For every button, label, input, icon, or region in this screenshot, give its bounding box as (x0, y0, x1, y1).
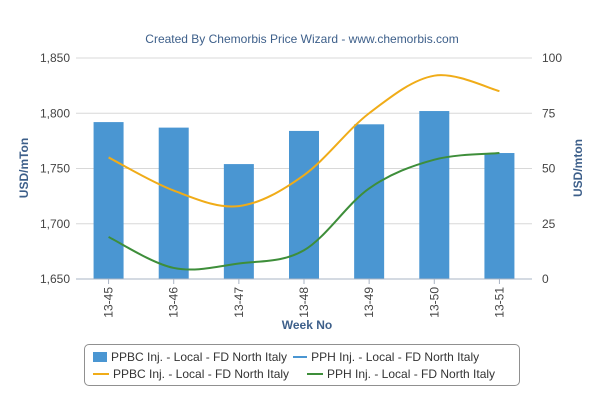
y-tick-label-right: 75 (542, 106, 556, 120)
x-tick-label: 13-49 (362, 287, 376, 318)
y-tick-label-right: 25 (542, 217, 556, 231)
y-tick-label-left: 1,800 (40, 106, 70, 120)
x-tick-label: 13-47 (232, 287, 246, 318)
line-pph (108, 152, 500, 271)
x-axis-title: Week No (282, 318, 332, 332)
x-tick-label: 13-51 (492, 287, 506, 318)
bar-ppbc-13-46 (158, 127, 189, 280)
legend-swatch-bar (93, 352, 107, 362)
legend-label-bar: PPBC Inj. - Local - FD North Italy (111, 350, 288, 364)
chart-title: Created By Chemorbis Price Wizard - www.… (145, 32, 458, 46)
y-tick-label-left: 1,700 (40, 217, 70, 231)
y-tick-label-right: 0 (542, 272, 549, 286)
legend: PPBC Inj. - Local - FD North Italy PPH I… (84, 344, 520, 386)
x-tick-label: 13-46 (167, 287, 181, 318)
x-tick-label: 13-45 (102, 287, 116, 318)
chart-svg: Created By Chemorbis Price Wizard - www.… (17, 32, 585, 332)
legend-item-ppbc-line[interactable]: PPBC Inj. - Local - FD North Italy (93, 367, 289, 381)
axis-layer: 1,650 1,700 1,750 1,800 1,850 0 25 50 75 100 13-45… (40, 51, 562, 318)
bar-ppbc-13-45 (93, 122, 124, 279)
legend-swatch-bar-secondary (293, 356, 308, 358)
bar-ppbc-13-49 (354, 124, 385, 279)
line-layer (108, 74, 500, 271)
y-tick-label-right: 100 (542, 51, 562, 65)
y-axis-right-title: USD/mton (571, 139, 585, 197)
y-tick-label-left: 1,650 (40, 272, 70, 286)
line-ppbc (108, 74, 500, 208)
legend-swatch-ppbc-line (93, 373, 109, 375)
legend-label-bar-secondary: PPH Inj. - Local - FD North Italy (311, 350, 480, 364)
y-tick-label-left: 1,850 (40, 51, 70, 65)
bar-ppbc-13-51 (484, 153, 515, 279)
x-tick-label: 13-48 (297, 287, 311, 318)
legend-item-bar-series[interactable]: PPBC Inj. - Local - FD North Italy PPH I… (93, 350, 479, 364)
bar-ppbc-13-50 (419, 111, 450, 279)
legend-label-pph-line: PPH Inj. - Local - FD North Italy (327, 367, 496, 381)
bar-ppbc-13-48 (289, 130, 319, 279)
x-tick-label: 13-50 (427, 287, 441, 318)
y-tick-label-left: 1,750 (40, 162, 70, 176)
legend-swatch-pph-line (307, 373, 323, 375)
legend-label-ppbc-line: PPBC Inj. - Local - FD North Italy (113, 367, 290, 381)
legend-item-pph-line[interactable]: PPH Inj. - Local - FD North Italy (307, 367, 495, 381)
bar-layer (93, 111, 515, 280)
bar-ppbc-13-47 (223, 164, 254, 279)
y-axis-left-title: USD/mTon (17, 138, 31, 198)
y-tick-label-right: 50 (542, 162, 556, 176)
